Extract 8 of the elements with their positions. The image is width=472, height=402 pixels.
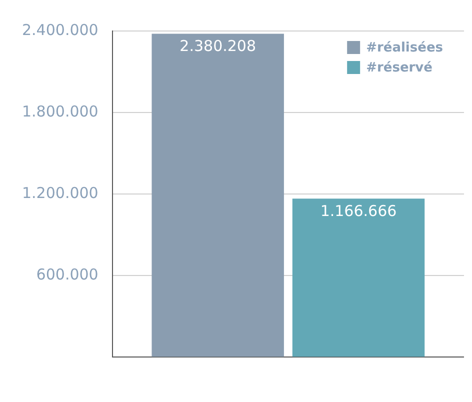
data-label: 1.166.666 — [320, 202, 397, 220]
y-tick-label: 1.800.000 — [22, 102, 98, 120]
legend-label: #réservé — [366, 60, 433, 76]
y-tick-label: 2.400.000 — [22, 20, 98, 39]
data-label: 2.380.208 — [180, 37, 256, 56]
y-tick-label: 600.000 — [36, 266, 98, 284]
y-tick-label: 1.200.000 — [22, 184, 98, 202]
legend-label: #réalisées — [366, 40, 444, 56]
